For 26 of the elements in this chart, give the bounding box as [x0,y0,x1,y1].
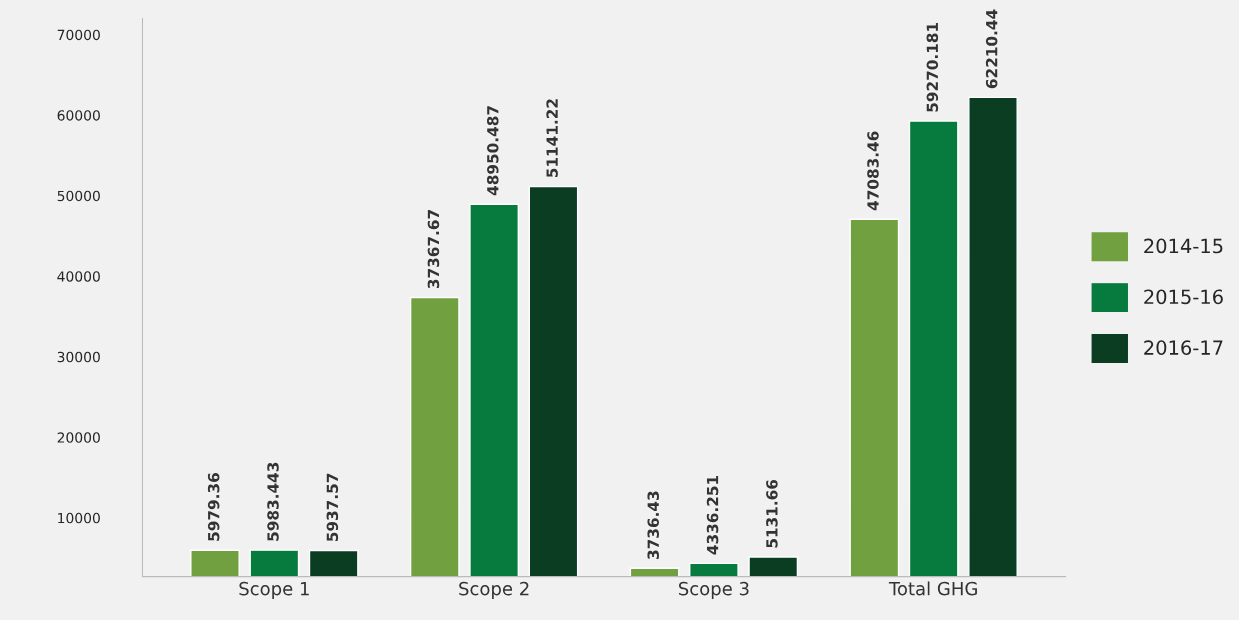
x-tick-label: Scope 3 [678,581,749,599]
data-label: 37367.67 [427,210,440,289]
data-label: 5937.57 [326,473,339,542]
y-tick-label: 60000 [57,110,100,121]
data-label: 5979.36 [207,473,220,541]
y-tick-label: 40000 [57,271,100,282]
data-label: 3736.43 [647,491,659,559]
data-label: 5983.443 [267,462,279,541]
y-tick-label: 10000 [58,512,100,524]
y-tick-label: 50000 [57,190,100,202]
data-label: 5131.66 [766,479,778,548]
data-label: 48950.487 [487,106,499,196]
data-label: 51141.22 [546,99,558,178]
data-label: 47083.46 [867,131,879,211]
y-tick-label: 30000 [57,351,100,363]
data-label: 59270.181 [926,22,939,112]
data-label: 4336.251 [706,475,719,555]
legend-label: 2015-16 [1144,289,1223,305]
legend-label: 2016-17 [1144,340,1223,355]
y-tick-label: 20000 [57,432,100,443]
x-tick-label: Scope 1 [239,581,309,599]
legend-label: 2014-15 [1144,238,1223,254]
y-tick-label: 70000 [57,29,100,41]
x-tick-label: Total GHG [888,581,977,596]
x-tick-label: Scope 2 [459,581,529,599]
data-label: 62210.44 [985,9,998,89]
